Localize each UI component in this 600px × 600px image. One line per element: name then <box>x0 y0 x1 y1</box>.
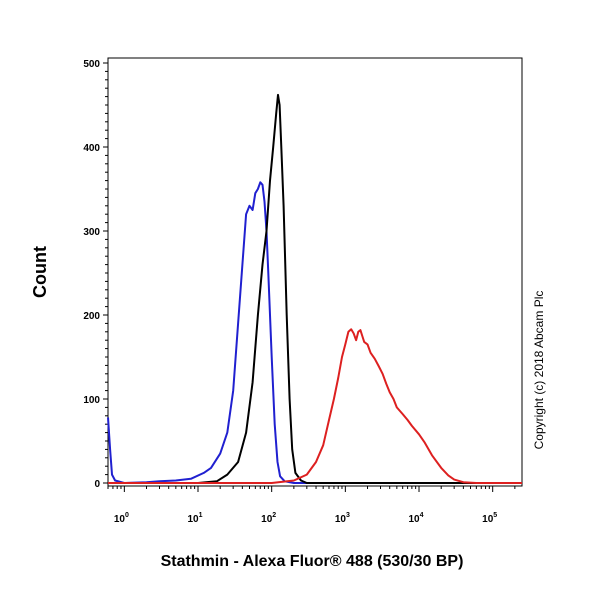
y-tick-label: 400 <box>83 143 100 154</box>
y-tick-label: 100 <box>83 395 100 406</box>
y-tick-label: 0 <box>94 479 100 490</box>
y-tick-label: 300 <box>83 227 100 238</box>
series-line-3 <box>108 328 522 484</box>
x-axis-ticks: 100 101 102 103 104 105 <box>107 486 516 525</box>
x-tick-label: 105 <box>482 512 497 525</box>
x-tick-label: 101 <box>187 512 202 525</box>
y-axis-title: Count <box>30 246 50 298</box>
y-axis-ticks: 0 100 200 300 400 500 <box>83 59 108 490</box>
series-line-1 <box>107 181 522 484</box>
y-tick-label: 500 <box>83 59 100 70</box>
x-tick-label: 102 <box>261 512 276 525</box>
copyright-notice: Copyright (c) 2018 Abcam Plc <box>532 291 546 450</box>
x-axis-title: Stathmin - Alexa Fluor® 488 (530/30 BP) <box>161 553 464 570</box>
x-tick-label: 103 <box>335 512 350 525</box>
x-tick-label: 104 <box>409 512 424 525</box>
y-tick-label: 200 <box>83 311 100 322</box>
series-layer <box>107 93 522 484</box>
x-tick-label: 100 <box>114 512 129 525</box>
series-line-2 <box>108 93 522 484</box>
plot-frame <box>107 57 523 487</box>
